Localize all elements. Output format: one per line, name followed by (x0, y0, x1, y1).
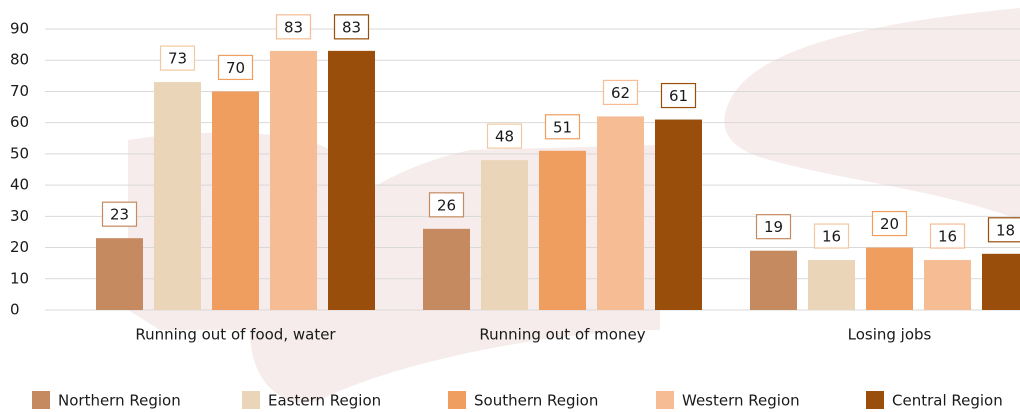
bar (270, 51, 317, 310)
value-label: 61 (669, 87, 688, 105)
legend-label: Northern Region (58, 392, 181, 410)
value-label: 73 (168, 50, 187, 68)
value-label: 51 (553, 118, 572, 136)
value-label: 62 (611, 84, 630, 102)
y-tick-label: 60 (10, 113, 29, 131)
value-label: 83 (284, 18, 303, 36)
value-label: 23 (110, 206, 129, 224)
bar (982, 254, 1020, 310)
bar (866, 248, 913, 310)
value-label: 83 (342, 18, 361, 36)
legend-swatch (866, 391, 884, 409)
legend-swatch (656, 391, 674, 409)
y-tick-label: 90 (10, 20, 29, 38)
y-tick-label: 70 (10, 82, 29, 100)
value-label: 18 (996, 221, 1015, 239)
value-label: 16 (822, 228, 841, 246)
bar (924, 260, 971, 310)
y-tick-label: 40 (10, 176, 29, 194)
bar (808, 260, 855, 310)
bar (750, 251, 797, 310)
bar (423, 229, 470, 310)
legend-swatch (242, 391, 260, 409)
x-tick-label: Running out of food, water (135, 326, 336, 344)
legend-label: Eastern Region (268, 392, 381, 410)
x-tick-label: Running out of money (479, 326, 645, 344)
value-label: 20 (880, 215, 899, 233)
bar (655, 120, 702, 310)
chart: 0 10 20 30 40 50 60 70 80 90 Running out of food, … (0, 0, 1020, 412)
legend-swatch (448, 391, 466, 409)
bar (597, 116, 644, 310)
bar (96, 238, 143, 310)
bar (539, 151, 586, 310)
value-label: 16 (938, 228, 957, 246)
value-label: 19 (764, 218, 783, 236)
y-tick-label: 0 (10, 301, 20, 319)
y-tick-label: 10 (10, 269, 29, 287)
y-tick-label: 50 (10, 144, 29, 162)
legend-label: Southern Region (474, 392, 598, 410)
x-tick-label: Losing jobs (848, 326, 932, 344)
y-tick-label: 20 (10, 238, 29, 256)
legend-label: Central Region (892, 392, 1003, 410)
value-label: 70 (226, 59, 245, 77)
y-tick-label: 30 (10, 207, 29, 225)
bar (154, 82, 201, 310)
legend-label: Western Region (682, 392, 800, 410)
value-label: 26 (437, 196, 456, 214)
legend-swatch (32, 391, 50, 409)
bar (212, 91, 259, 310)
value-label: 48 (495, 128, 514, 146)
bar (481, 160, 528, 310)
bar (328, 51, 375, 310)
y-tick-label: 80 (10, 51, 29, 69)
